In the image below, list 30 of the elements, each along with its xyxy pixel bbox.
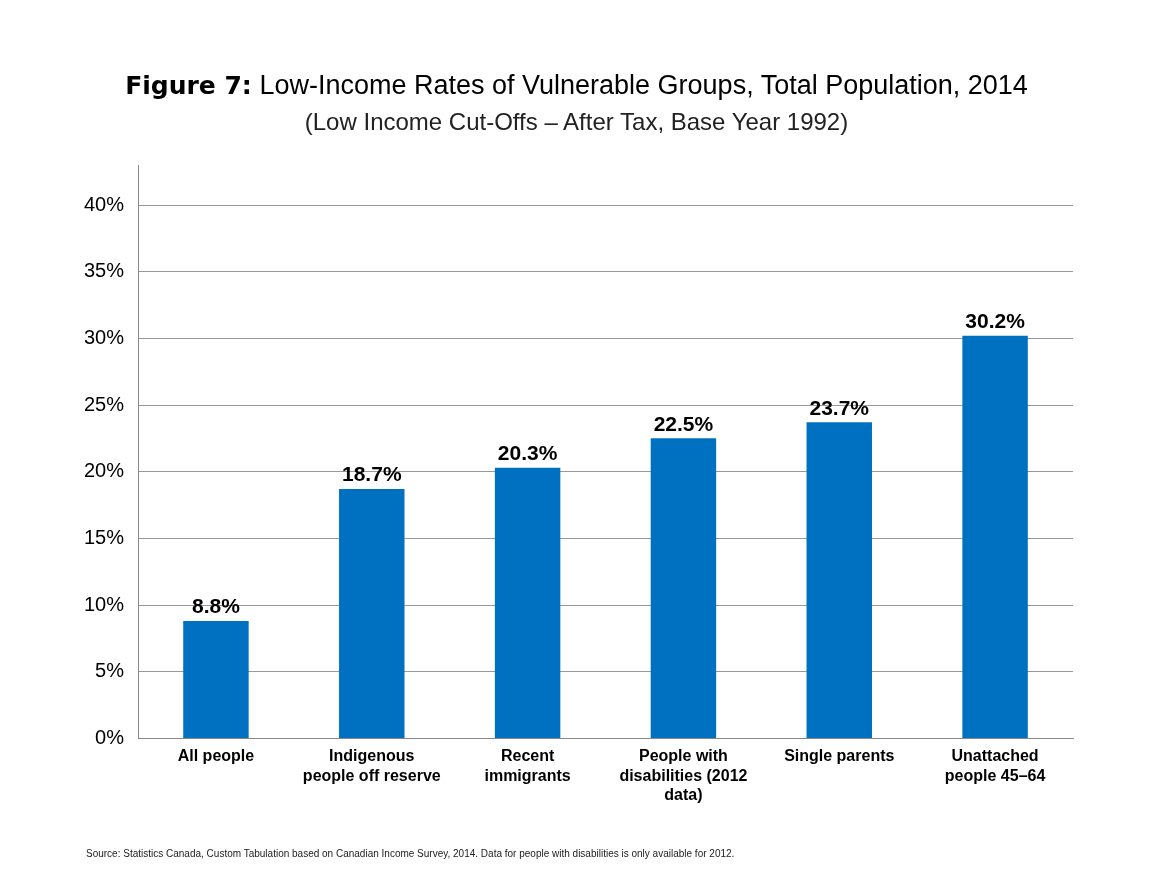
bar bbox=[806, 422, 872, 738]
y-tick-label: 35% bbox=[84, 259, 125, 282]
y-tick-label: 30% bbox=[84, 325, 125, 348]
bar bbox=[339, 489, 405, 738]
bar bbox=[650, 438, 717, 738]
data-label: 8.8% bbox=[192, 594, 241, 618]
y-tick-label: 25% bbox=[84, 392, 125, 415]
x-tick-label: People with disabilities (2012 data) bbox=[619, 747, 748, 803]
x-tick-label: All people bbox=[177, 747, 255, 765]
x-tick-label: Unattached people 45–64 bbox=[944, 747, 1046, 784]
bar bbox=[494, 467, 561, 738]
y-tick-label: 15% bbox=[84, 525, 125, 548]
data-label: 20.3% bbox=[497, 441, 558, 464]
y-tick-label: 5% bbox=[95, 659, 125, 682]
source-note: Source: Statistics Canada, Custom Tabulation based on Canadian Income Survey, 2014. Data for people with disabilities is only available for 2012. bbox=[86, 848, 735, 859]
data-label: 18.7% bbox=[342, 462, 402, 486]
chart-title: Figure 7: Low-Income Rates of Vulnerable Groups, Total Population, 2014 bbox=[124, 70, 1029, 101]
bar bbox=[183, 621, 249, 738]
chart-subtitle: (Low Income Cut-Offs – After Tax, Base Year 1992) bbox=[303, 108, 850, 136]
y-tick-label: 20% bbox=[84, 459, 125, 482]
x-tick-label: Single parents bbox=[784, 747, 895, 765]
y-tick-label: 10% bbox=[84, 592, 125, 615]
y-tick-label: 0% bbox=[95, 725, 125, 748]
data-label: 30.2% bbox=[965, 308, 1026, 332]
bar bbox=[962, 335, 1028, 738]
x-tick-label: Recent immigrants bbox=[484, 747, 571, 784]
x-tick-label: Indigenous people off reserve bbox=[302, 747, 441, 784]
data-label: 22.5% bbox=[653, 411, 714, 435]
data-label: 23.7% bbox=[809, 395, 870, 419]
y-tick-label: 40% bbox=[84, 192, 125, 215]
